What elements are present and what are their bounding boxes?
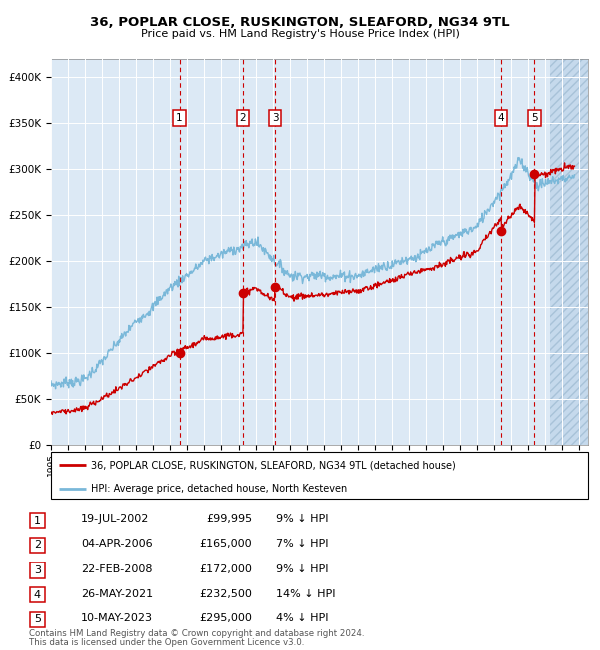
Text: £165,000: £165,000 bbox=[199, 539, 252, 549]
Text: 5: 5 bbox=[531, 113, 538, 124]
Text: 14% ↓ HPI: 14% ↓ HPI bbox=[276, 588, 335, 599]
Text: This data is licensed under the Open Government Licence v3.0.: This data is licensed under the Open Gov… bbox=[29, 638, 304, 647]
FancyBboxPatch shape bbox=[29, 513, 45, 528]
Text: 4: 4 bbox=[498, 113, 505, 124]
Text: 1: 1 bbox=[34, 515, 41, 526]
Text: 1: 1 bbox=[176, 113, 183, 124]
Text: 3: 3 bbox=[272, 113, 278, 124]
Text: 10-MAY-2023: 10-MAY-2023 bbox=[81, 613, 153, 623]
Text: 36, POPLAR CLOSE, RUSKINGTON, SLEAFORD, NG34 9TL (detached house): 36, POPLAR CLOSE, RUSKINGTON, SLEAFORD, … bbox=[91, 460, 456, 470]
FancyBboxPatch shape bbox=[29, 538, 45, 553]
Bar bbox=[550, 58, 588, 445]
Text: 36, POPLAR CLOSE, RUSKINGTON, SLEAFORD, NG34 9TL: 36, POPLAR CLOSE, RUSKINGTON, SLEAFORD, … bbox=[90, 16, 510, 29]
Text: 9% ↓ HPI: 9% ↓ HPI bbox=[276, 564, 329, 574]
Text: 22-FEB-2008: 22-FEB-2008 bbox=[81, 564, 152, 574]
FancyBboxPatch shape bbox=[29, 612, 45, 627]
Text: Contains HM Land Registry data © Crown copyright and database right 2024.: Contains HM Land Registry data © Crown c… bbox=[29, 629, 364, 638]
Text: 9% ↓ HPI: 9% ↓ HPI bbox=[276, 514, 329, 525]
Text: 3: 3 bbox=[34, 565, 41, 575]
Text: 04-APR-2006: 04-APR-2006 bbox=[81, 539, 152, 549]
Text: 26-MAY-2021: 26-MAY-2021 bbox=[81, 588, 153, 599]
FancyBboxPatch shape bbox=[51, 452, 588, 499]
Text: 4% ↓ HPI: 4% ↓ HPI bbox=[276, 613, 329, 623]
Text: £172,000: £172,000 bbox=[199, 564, 252, 574]
Text: 7% ↓ HPI: 7% ↓ HPI bbox=[276, 539, 329, 549]
Text: 5: 5 bbox=[34, 614, 41, 625]
Text: 19-JUL-2002: 19-JUL-2002 bbox=[81, 514, 149, 525]
Text: £232,500: £232,500 bbox=[199, 588, 252, 599]
Text: £99,995: £99,995 bbox=[206, 514, 252, 525]
Text: 2: 2 bbox=[239, 113, 246, 124]
FancyBboxPatch shape bbox=[29, 562, 45, 578]
FancyBboxPatch shape bbox=[29, 587, 45, 603]
Text: 4: 4 bbox=[34, 590, 41, 600]
Text: £295,000: £295,000 bbox=[199, 613, 252, 623]
Text: HPI: Average price, detached house, North Kesteven: HPI: Average price, detached house, Nort… bbox=[91, 484, 347, 494]
Text: Price paid vs. HM Land Registry's House Price Index (HPI): Price paid vs. HM Land Registry's House … bbox=[140, 29, 460, 39]
Text: 2: 2 bbox=[34, 540, 41, 551]
